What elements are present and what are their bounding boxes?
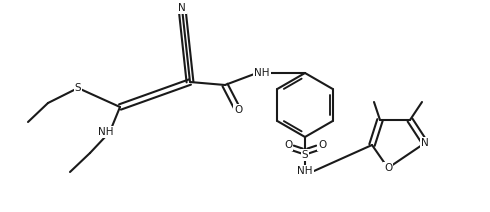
Text: O: O xyxy=(234,105,242,115)
Text: O: O xyxy=(284,140,292,150)
Text: NH: NH xyxy=(98,127,114,137)
Text: O: O xyxy=(318,140,326,150)
Text: O: O xyxy=(384,163,392,173)
Text: N: N xyxy=(178,3,186,13)
Text: S: S xyxy=(302,150,308,160)
Text: NH: NH xyxy=(297,166,313,176)
Text: N: N xyxy=(421,138,429,148)
Text: S: S xyxy=(74,83,81,93)
Text: NH: NH xyxy=(254,68,270,78)
